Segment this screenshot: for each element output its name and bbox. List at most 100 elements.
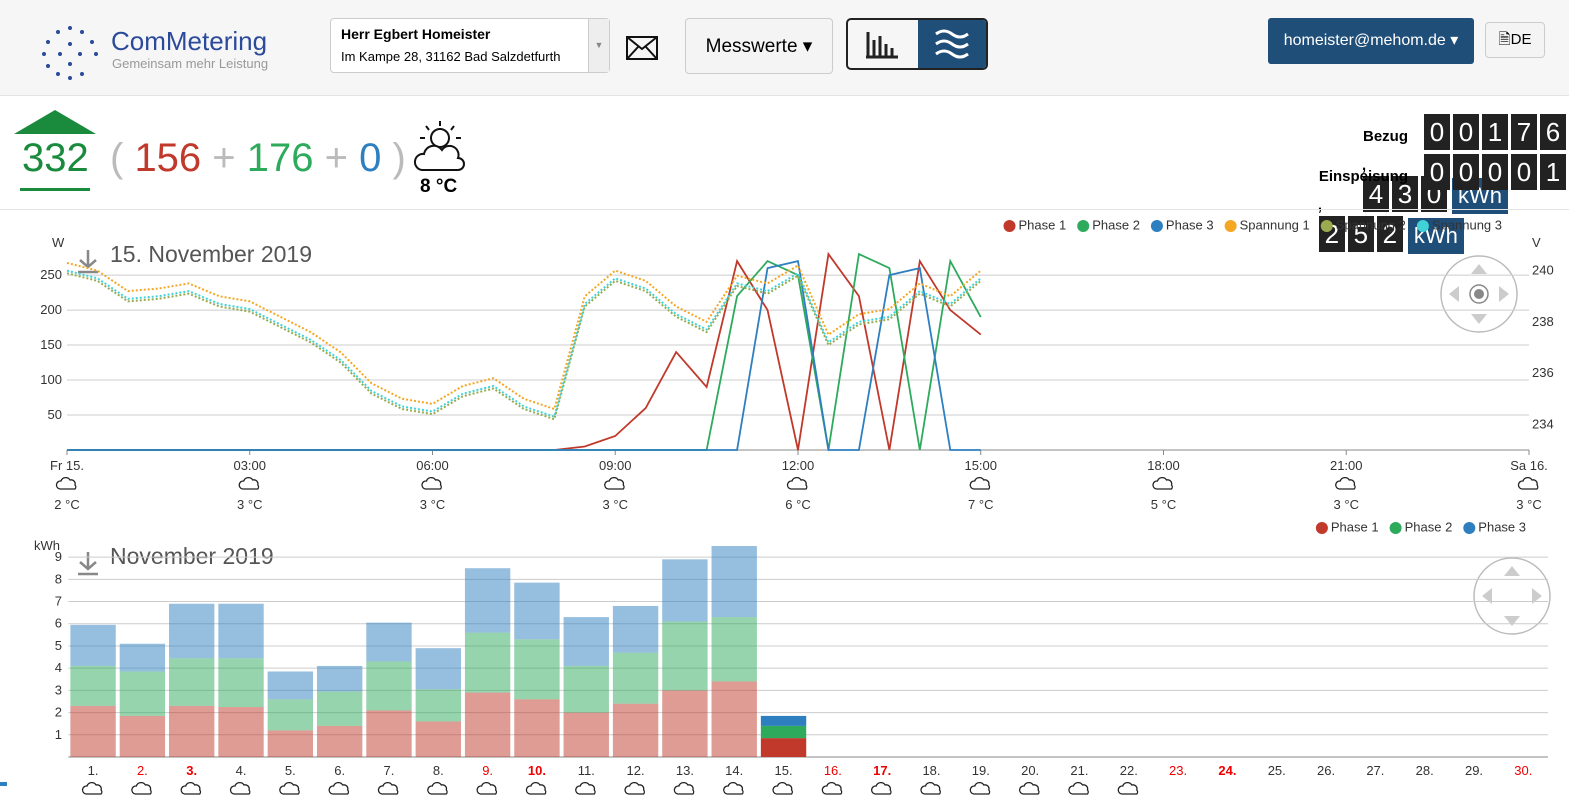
x-tick-label: 16. bbox=[824, 763, 842, 778]
x-tick-label: 14. bbox=[725, 763, 743, 778]
x-tick-label: 4. bbox=[236, 763, 247, 778]
meter-digit: 0 bbox=[1453, 154, 1479, 190]
bar-segment bbox=[662, 690, 707, 757]
view-toggle[interactable] bbox=[846, 18, 988, 70]
wave-view[interactable] bbox=[918, 20, 988, 68]
x-tick-label: 11. bbox=[578, 763, 595, 778]
bar-segment bbox=[268, 730, 313, 757]
x-tick-label: 21:00 bbox=[1330, 458, 1363, 473]
meter-label: Einspeisung bbox=[1319, 168, 1408, 185]
weather-icon bbox=[1518, 478, 1537, 489]
legend-marker bbox=[1077, 220, 1089, 232]
x-tick-label: 03:00 bbox=[233, 458, 266, 473]
nav-center[interactable] bbox=[1474, 289, 1484, 299]
logo-icon bbox=[40, 24, 104, 80]
customer-select[interactable]: Herr Egbert Homeister Im Kampe 28, 31162… bbox=[330, 18, 610, 73]
download-icon-2[interactable] bbox=[78, 552, 98, 574]
meter-digit: 0 bbox=[1511, 154, 1537, 190]
legend-marker bbox=[1321, 220, 1333, 232]
weather-icon bbox=[605, 478, 624, 489]
user-email: homeister@mehom.de bbox=[1284, 32, 1446, 49]
legend-marker bbox=[1417, 220, 1429, 232]
legend-marker bbox=[1390, 522, 1402, 534]
bar-segment bbox=[564, 666, 609, 713]
bar-segment bbox=[712, 681, 757, 757]
weather-temp: 7 °C bbox=[968, 497, 993, 512]
bar-segment bbox=[70, 625, 115, 666]
x-tick-label: Fr 15. bbox=[50, 458, 84, 473]
weather-icon bbox=[56, 478, 75, 489]
weather-icon bbox=[970, 478, 989, 489]
user-menu[interactable]: homeister@mehom.de ▾ bbox=[1268, 18, 1474, 64]
total-power: 332 bbox=[22, 136, 89, 181]
nav-arrows-2[interactable] bbox=[1482, 566, 1542, 626]
x-tick-label: 27. bbox=[1366, 763, 1384, 778]
bar-segment bbox=[169, 706, 214, 757]
y-tick-label: 2 bbox=[55, 705, 62, 720]
legend-label: Spannung 3 bbox=[1432, 217, 1502, 232]
menu-button[interactable]: Messwerte ▾ bbox=[685, 18, 833, 74]
bar-segment bbox=[564, 713, 609, 757]
meter-label: Bezug bbox=[1363, 128, 1408, 145]
legend-marker bbox=[1225, 220, 1237, 232]
weather-icon bbox=[1118, 783, 1137, 794]
x-tick-label: 2. bbox=[137, 763, 148, 778]
bar-segment bbox=[70, 706, 115, 757]
weather-icon bbox=[1020, 783, 1039, 794]
series-line bbox=[67, 271, 981, 417]
weather-icon bbox=[132, 783, 151, 794]
legend-marker bbox=[1004, 220, 1016, 232]
menu-label: Messwerte bbox=[706, 36, 798, 57]
weather-icon bbox=[239, 478, 258, 489]
y2-tick-label: 236 bbox=[1532, 365, 1554, 380]
y2-axis-label: V bbox=[1532, 235, 1541, 250]
weather-icon bbox=[724, 783, 743, 794]
charts: 15. November 2019WV501001502002502342362… bbox=[0, 210, 1569, 796]
bar-segment bbox=[514, 639, 559, 699]
weather-temp: 2 °C bbox=[54, 497, 79, 512]
bar-segment bbox=[169, 604, 214, 658]
bar-segment bbox=[366, 623, 411, 662]
mail-icon[interactable] bbox=[626, 36, 658, 60]
weather-icon bbox=[872, 783, 891, 794]
weather-icon bbox=[181, 783, 200, 794]
legend-label: Phase 3 bbox=[1166, 217, 1214, 232]
legend-label: Phase 1 bbox=[1331, 519, 1379, 534]
weather-icon bbox=[477, 783, 496, 794]
legend-label: Phase 2 bbox=[1092, 217, 1140, 232]
legend-label: Spannung 1 bbox=[1240, 217, 1310, 232]
weather-icon bbox=[1336, 478, 1355, 489]
bar-segment bbox=[465, 568, 510, 632]
y-tick-label: 3 bbox=[55, 682, 62, 697]
bar-segment bbox=[169, 658, 214, 706]
chart-title: November 2019 bbox=[110, 543, 274, 569]
language-button[interactable]: 🗎DE bbox=[1485, 22, 1545, 58]
y-tick-label: 5 bbox=[55, 638, 62, 653]
weather-icon bbox=[230, 783, 249, 794]
bar-segment bbox=[761, 716, 806, 726]
legend-label: Phase 1 bbox=[1019, 217, 1067, 232]
bar-segment bbox=[514, 583, 559, 640]
meter-digit: 0 bbox=[1453, 114, 1479, 150]
weather-icon bbox=[428, 783, 447, 794]
bar-view-icon[interactable] bbox=[848, 20, 918, 68]
y-tick-label: 100 bbox=[40, 372, 62, 387]
x-tick-label: 9. bbox=[482, 763, 493, 778]
phase1-power: 156 bbox=[134, 136, 201, 180]
y-tick-label: 150 bbox=[40, 337, 62, 352]
header: ComMetering Gemeinsam mehr Leistung Herr… bbox=[0, 0, 1569, 96]
y2-tick-label: 234 bbox=[1532, 416, 1554, 431]
y-tick-label: 8 bbox=[55, 571, 62, 586]
x-tick-label: 15. bbox=[775, 763, 793, 778]
x-tick-label: 30. bbox=[1514, 763, 1532, 778]
bar-segment bbox=[120, 716, 165, 757]
phase-sum: ( 156 + 176 + 0 ) bbox=[110, 136, 406, 181]
y-tick-label: 6 bbox=[55, 616, 62, 631]
weather-icon bbox=[422, 478, 441, 489]
y-tick-label: 200 bbox=[40, 302, 62, 317]
bar-segment bbox=[564, 617, 609, 666]
meter-digit: 0 bbox=[1424, 154, 1450, 190]
bar-segment bbox=[465, 693, 510, 757]
bar-segment bbox=[317, 666, 362, 692]
y-tick-label: 7 bbox=[55, 594, 62, 609]
